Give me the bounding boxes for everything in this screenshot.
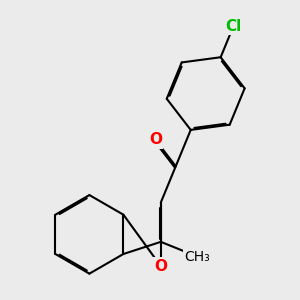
Text: O: O xyxy=(149,132,162,147)
Text: Cl: Cl xyxy=(225,19,242,34)
Text: CH₃: CH₃ xyxy=(184,250,210,263)
Text: O: O xyxy=(154,259,167,274)
